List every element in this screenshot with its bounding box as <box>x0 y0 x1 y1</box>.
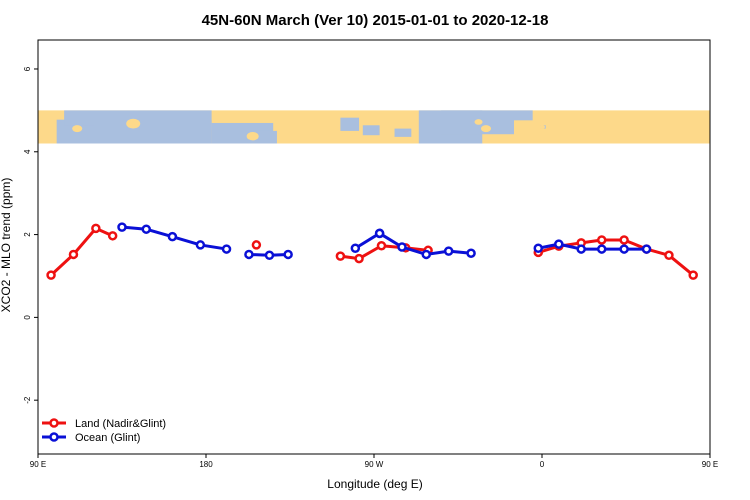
ocean-data-point <box>350 243 361 253</box>
ocean-data-point <box>244 249 254 260</box>
legend-ocean-label: Ocean (Glint) <box>75 432 140 444</box>
ocean-data-point <box>117 222 127 232</box>
world-map-strip <box>38 110 710 144</box>
x-tick-label: 90 E <box>30 460 46 469</box>
ocean-data-point <box>141 224 152 234</box>
legend: Land (Nadir&Glint) Ocean (Glint) <box>42 418 166 444</box>
legend-land-swatch-marker <box>49 418 59 428</box>
map-land-island <box>246 132 259 141</box>
chart-title: 45N-60N March (Ver 10) 2015-01-01 to 202… <box>202 12 549 29</box>
map-land-island <box>72 125 83 133</box>
land-data-point <box>46 270 56 280</box>
x-tick-label: 90 E <box>702 460 718 469</box>
map-ocean-region <box>394 128 412 137</box>
map-ocean-region <box>150 110 212 144</box>
x-tick-label: 90 W <box>365 460 384 469</box>
map-land-island <box>126 118 141 129</box>
plot-frame <box>37 39 711 455</box>
y-axis-label: XCO2 - MLO trend (ppm) <box>0 178 13 313</box>
land-data-point <box>619 235 629 245</box>
ocean-data-point <box>466 248 476 258</box>
map-ocean-region <box>64 110 94 126</box>
x-tick-label: 0 <box>540 460 545 469</box>
land-data-point <box>335 251 346 261</box>
map-ocean-region <box>362 125 380 136</box>
ocean-data-point <box>641 244 652 254</box>
map-ocean-region <box>252 130 277 144</box>
y-tick-label: -2 <box>23 396 32 404</box>
map-land-island <box>481 125 491 133</box>
map-ocean-region <box>340 117 360 131</box>
ocean-data-point <box>619 244 629 254</box>
ocean-data-point <box>596 244 607 254</box>
land-data-point <box>376 241 387 251</box>
tick-layer: 90 E 180 90 W 0 90 E -2 0 2 4 6 <box>23 66 718 469</box>
land-data-point <box>107 231 118 241</box>
ocean-data-point <box>397 242 407 252</box>
land-series-line <box>50 226 114 277</box>
map-land-island <box>539 124 545 130</box>
ocean-data-point <box>554 239 564 249</box>
ocean-data-point <box>421 249 432 260</box>
x-axis-label: Longitude (deg E) <box>327 477 422 491</box>
ocean-data-point <box>167 231 178 242</box>
land-data-point <box>688 270 698 280</box>
ocean-data-point <box>283 249 293 260</box>
ocean-data-point <box>195 240 206 250</box>
ocean-data-point <box>264 250 275 261</box>
x-tick-label: 180 <box>199 460 213 469</box>
map-ocean-region <box>514 110 533 121</box>
land-data-point <box>251 240 262 250</box>
land-data-point <box>68 249 79 260</box>
land-data-point <box>354 253 364 264</box>
y-tick-label: 2 <box>23 232 32 237</box>
map-ocean-region <box>94 110 150 121</box>
map-land-island <box>474 119 483 125</box>
ocean-data-point <box>221 244 232 254</box>
legend-land-label: Land (Nadir&Glint) <box>75 418 166 430</box>
series-layer <box>46 222 698 280</box>
land-data-point <box>91 223 101 234</box>
y-tick-label: 4 <box>23 149 32 154</box>
y-tick-label: 6 <box>23 66 32 71</box>
ocean-data-point <box>374 228 385 239</box>
ocean-data-point <box>576 244 586 254</box>
ocean-data-point <box>443 246 454 256</box>
ocean-data-point <box>533 243 544 253</box>
legend-ocean-swatch-marker <box>49 432 59 442</box>
land-data-point <box>664 250 674 261</box>
land-data-point <box>596 235 607 245</box>
y-tick-label: 0 <box>23 315 32 320</box>
